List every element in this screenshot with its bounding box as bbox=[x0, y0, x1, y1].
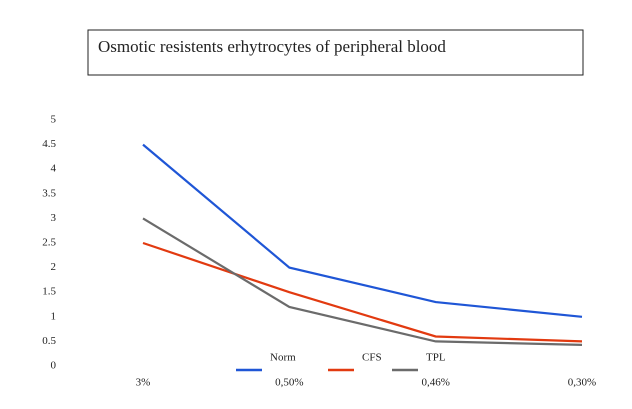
y-tick-label: 3.5 bbox=[42, 187, 56, 199]
x-tick-label: 0,46% bbox=[421, 377, 449, 389]
series-line bbox=[142, 217, 583, 346]
y-tick-label: 0 bbox=[51, 360, 57, 372]
series-line bbox=[142, 143, 583, 318]
title-box bbox=[87, 29, 584, 76]
y-tick-label: 5 bbox=[51, 114, 57, 126]
chart-title: Osmotic resistents erhytrocytes of perip… bbox=[98, 37, 446, 56]
legend-label: Norm bbox=[270, 352, 296, 364]
y-tick-label: 4.5 bbox=[42, 138, 56, 150]
legend-label: TPL bbox=[426, 352, 446, 364]
y-tick-label: 0.5 bbox=[42, 335, 56, 347]
y-tick-label: 4 bbox=[51, 163, 57, 175]
series-line bbox=[142, 241, 583, 343]
y-tick-label: 2 bbox=[51, 261, 57, 273]
y-tick-label: 2.5 bbox=[42, 237, 56, 249]
x-tick-label: 3% bbox=[136, 377, 151, 389]
x-tick-label: 0,30% bbox=[568, 377, 596, 389]
y-tick-label: 3 bbox=[51, 212, 57, 224]
x-tick-label: 0,50% bbox=[275, 377, 303, 389]
legend-label: CFS bbox=[362, 352, 382, 364]
y-tick-label: 1.5 bbox=[42, 286, 56, 298]
y-tick-label: 1 bbox=[51, 310, 57, 322]
